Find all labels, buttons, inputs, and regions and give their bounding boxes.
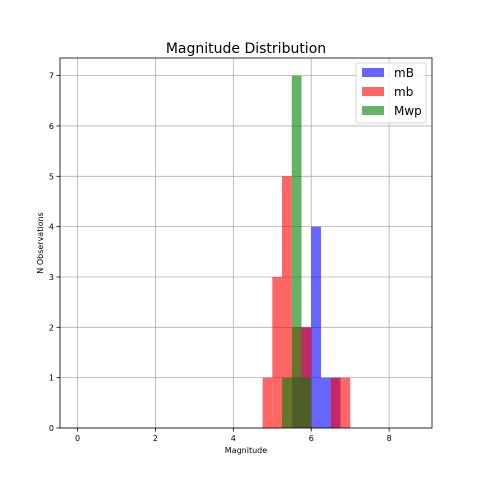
y-tick-label: 3 [49,273,54,282]
chart-title: Magnitude Distribution [166,41,326,57]
bar-mb [320,377,331,428]
bar-mb [272,276,283,428]
y-tick-label: 7 [49,72,54,81]
legend-label-mwp: Mwp [394,104,422,118]
legend-label-mb: mB [394,66,414,80]
y-tick-label: 4 [49,223,54,232]
bar-mb [311,226,321,428]
x-tick-label: 2 [153,434,158,443]
bar-mwp [282,377,292,428]
legend-swatch-mb [362,87,384,96]
x-tick-label: 6 [309,434,314,443]
y-tick-label: 1 [49,374,54,383]
bar-mb [330,377,341,428]
bar-mb [262,377,273,428]
bar-mb [340,377,351,428]
bars [262,75,351,428]
x-tick-label: 0 [75,434,80,443]
x-tick-label: 4 [231,434,236,443]
x-tick-label: 8 [387,434,392,443]
bar-mb [282,176,292,428]
legend: mB mb Mwp [355,62,427,124]
ticks: 0 2 4 6 8 0 1 2 3 4 5 6 7 [49,72,392,443]
y-tick-label: 5 [49,172,54,181]
plot-frame [59,57,433,429]
legend-swatch-mb [362,68,384,77]
y-tick-label: 6 [49,122,54,131]
x-axis-label: Magnitude [225,446,267,455]
y-tick-label: 0 [49,424,54,433]
y-tick-label: 2 [49,323,54,332]
legend-label-mb: mb [394,85,413,99]
legend-swatch-mwp [362,106,384,115]
y-axis-label: N Observations [36,212,45,273]
bar-mwp [301,377,312,428]
bar-mwp [291,75,302,428]
